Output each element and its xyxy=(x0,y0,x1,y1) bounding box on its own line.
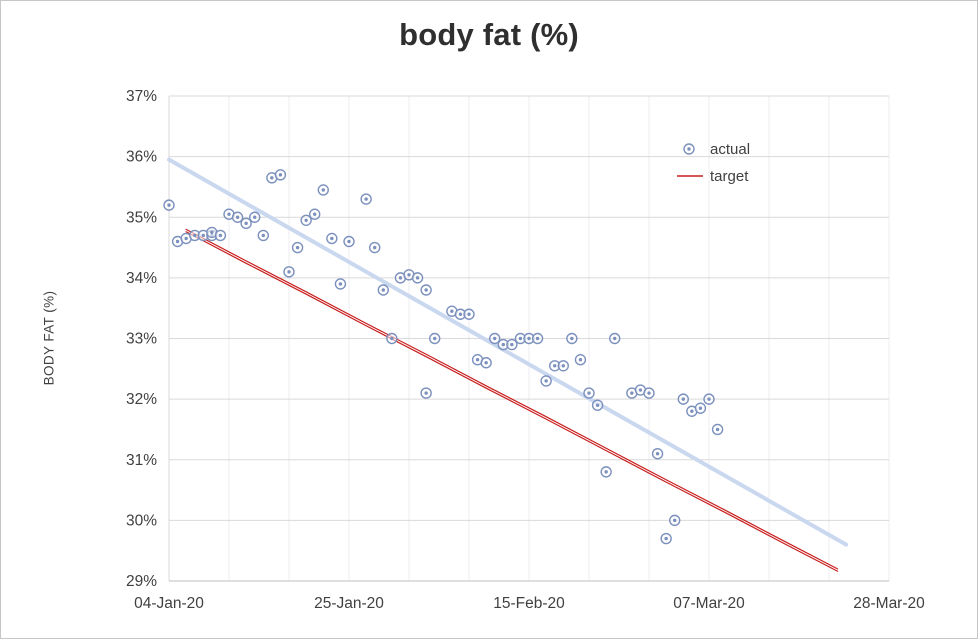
data-point-dot xyxy=(715,427,720,432)
data-point-dot xyxy=(253,215,257,219)
x-tick-label: 04-Jan-20 xyxy=(134,595,204,612)
x-tick-label: 07-Mar-20 xyxy=(673,595,745,612)
y-tick-label: 36% xyxy=(126,149,157,166)
y-tick-label: 37% xyxy=(126,88,157,105)
data-point-dot xyxy=(570,336,574,341)
data-point-dot xyxy=(390,336,394,341)
legend-label-target: target xyxy=(710,168,749,185)
data-point-dot xyxy=(493,336,497,341)
legend-label-actual: actual xyxy=(710,141,750,158)
x-tick-label: 28-Mar-20 xyxy=(853,595,925,612)
data-point-dot xyxy=(287,270,291,274)
data-point-dot xyxy=(235,215,240,219)
data-point-dot xyxy=(535,336,540,341)
data-point-dot xyxy=(407,273,411,277)
data-point-dot xyxy=(647,391,651,395)
data-point-dot xyxy=(467,312,471,316)
data-point-dot xyxy=(690,409,694,413)
y-tick-label: 32% xyxy=(126,391,157,408)
data-point-dot xyxy=(304,218,308,222)
data-point-dot xyxy=(450,309,454,313)
data-point-dot xyxy=(587,391,591,395)
y-tick-label: 35% xyxy=(126,209,157,226)
data-point-dot xyxy=(218,233,223,238)
data-point-dot xyxy=(381,288,385,292)
data-point-dot xyxy=(458,312,463,316)
data-point-dot xyxy=(433,336,437,341)
data-point-dot xyxy=(313,212,317,216)
data-point-dot xyxy=(707,397,711,401)
y-tick-label: 31% xyxy=(126,452,157,469)
data-point-dot xyxy=(244,221,248,226)
y-tick-label: 34% xyxy=(126,270,157,287)
y-tick-label: 30% xyxy=(126,512,157,529)
data-point-dot xyxy=(201,233,205,238)
data-point-dot xyxy=(664,536,668,541)
data-point-dot xyxy=(673,518,677,523)
data-point-dot xyxy=(175,239,180,244)
data-point-dot xyxy=(210,230,214,235)
data-point-dot xyxy=(518,336,523,341)
data-point-dot xyxy=(698,406,703,410)
data-point-dot xyxy=(364,197,368,201)
data-point-dot xyxy=(347,239,351,244)
data-point-dot xyxy=(424,391,428,395)
data-point-dot xyxy=(424,288,428,292)
data-point-dot xyxy=(681,397,685,401)
data-point-dot xyxy=(398,276,403,280)
data-point-dot xyxy=(561,364,565,368)
data-point-dot xyxy=(167,203,171,207)
data-point-dot xyxy=(613,336,617,341)
data-point-dot xyxy=(278,173,283,177)
data-point-dot xyxy=(193,233,197,238)
y-tick-label: 33% xyxy=(126,331,157,348)
data-point-dot xyxy=(638,388,643,392)
data-point-dot xyxy=(553,364,557,368)
legend-marker-actual-dot xyxy=(687,147,691,151)
data-point-dot xyxy=(604,470,608,474)
data-point-dot xyxy=(510,342,514,347)
data-point-dot xyxy=(338,282,343,286)
data-point-dot xyxy=(321,188,325,192)
data-point-dot xyxy=(595,403,600,407)
chart-title: body fat (%) xyxy=(399,17,579,52)
trendline-line xyxy=(167,157,849,547)
y-tick-label: 29% xyxy=(126,573,157,590)
x-tick-label: 15-Feb-20 xyxy=(493,595,565,612)
data-point-dot xyxy=(501,342,505,347)
data-point-dot xyxy=(261,233,265,238)
data-point-dot xyxy=(415,276,420,280)
data-point-dot xyxy=(227,212,231,216)
data-point-dot xyxy=(655,451,660,456)
data-point-dot xyxy=(475,358,480,362)
data-point-dot xyxy=(184,236,188,241)
x-tick-label: 25-Jan-20 xyxy=(314,595,384,612)
data-point-dot xyxy=(295,245,300,250)
data-point-dot xyxy=(373,245,377,250)
data-point-dot xyxy=(484,361,488,365)
data-point-dot xyxy=(270,176,274,180)
data-point-dot xyxy=(578,358,583,362)
data-point-dot xyxy=(544,379,548,383)
data-point-dot xyxy=(527,336,531,341)
target-line xyxy=(185,228,839,570)
target-line-lower xyxy=(185,231,839,572)
data-point-dot xyxy=(330,236,334,241)
data-point-dot xyxy=(630,391,634,395)
